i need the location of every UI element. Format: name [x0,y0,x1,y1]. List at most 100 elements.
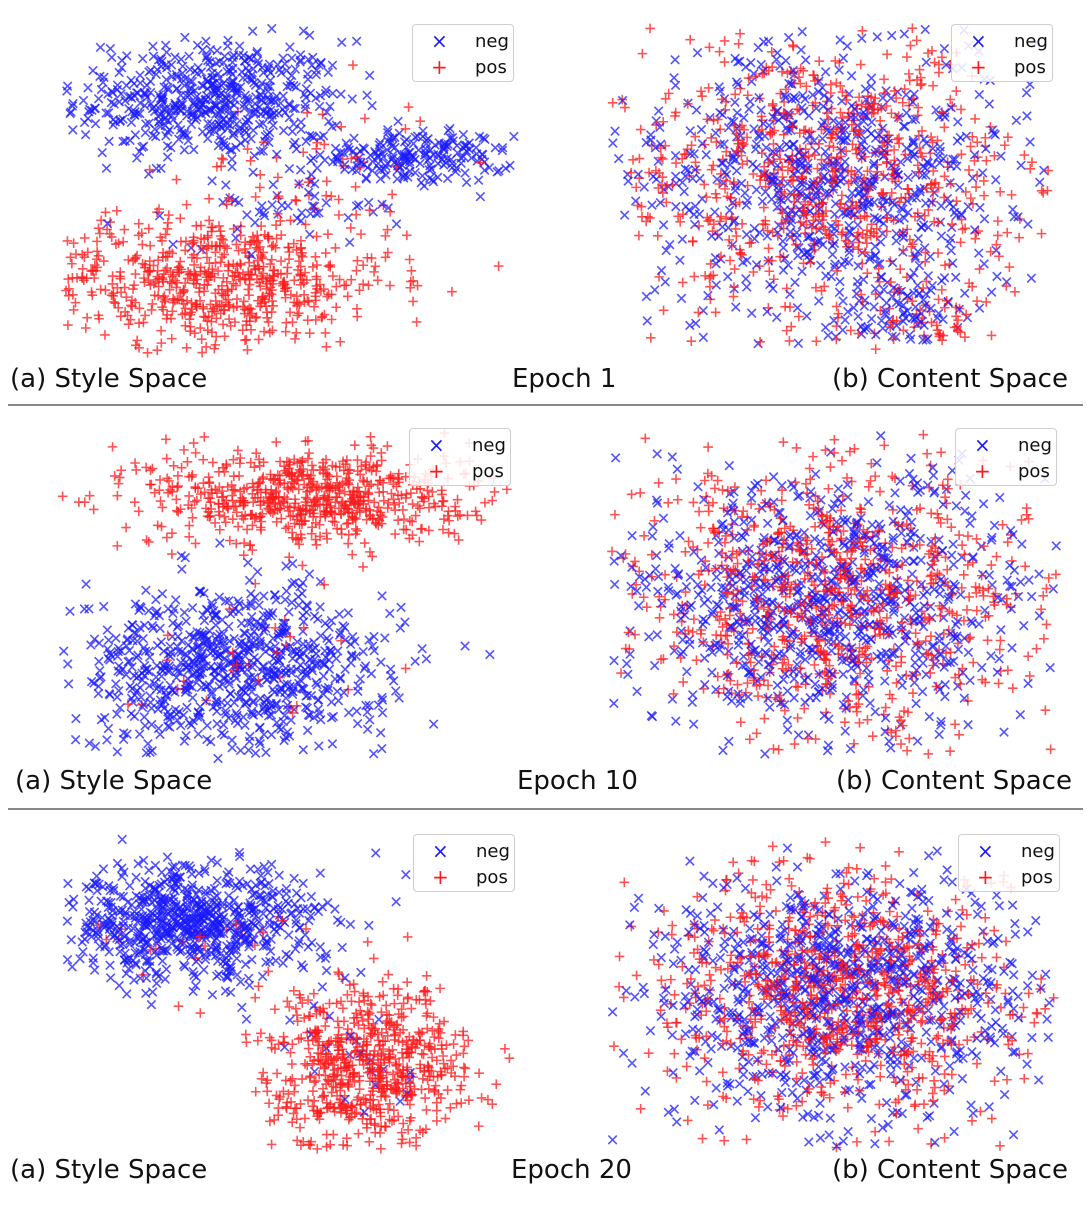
pos-point [122,310,133,321]
neg-point [102,218,113,229]
pos-point [476,515,487,525]
neg-point [887,197,898,207]
pos-point [879,88,889,98]
neg-point [331,653,342,664]
pos-point [860,247,870,257]
pos-point [310,291,321,302]
pos-point [889,145,899,155]
neg-point [754,92,764,103]
pos-point [254,454,264,465]
neg-point [834,118,844,128]
pos-point [675,216,686,227]
neg-point [910,251,920,261]
neg-point [115,703,125,713]
neg-point [653,106,664,116]
neg-point [986,287,997,297]
neg-point [400,617,410,627]
pos-point [915,80,926,91]
pos-point [719,36,730,46]
pos-point [410,510,421,521]
pos-point [334,274,345,285]
pos-point [776,495,787,506]
pos-point [158,252,168,263]
pos-point [878,188,888,198]
neg-point [793,730,804,740]
neg-point [137,142,147,152]
neg-point [630,196,641,206]
neg-point [953,117,963,127]
neg-point [690,164,701,175]
neg-point [321,85,331,95]
pos-point [904,188,914,199]
pos-point [816,286,827,296]
neg-point [646,710,657,721]
neg-point [819,171,830,181]
pos-point [379,496,389,506]
pos-point [137,258,148,269]
neg-point [728,216,739,227]
pos-point [289,502,300,513]
neg-point [96,84,107,95]
neg-point [954,182,965,193]
pos-point [673,211,683,222]
pos-point [894,133,904,143]
pos-point [736,150,747,161]
neg-point [206,80,217,90]
neg-point [275,687,285,697]
neg-point [757,196,768,207]
neg-point [206,689,217,700]
neg-point [670,171,681,182]
pos-point [841,146,851,156]
pos-point [737,249,747,260]
pos-point [216,234,227,244]
pos-point [862,211,872,222]
pos-point [902,52,912,62]
pos-point [358,260,369,271]
pos-point [913,160,923,171]
neg-point [797,26,808,37]
pos-point [225,321,236,331]
neg-point [913,233,924,244]
pos-point [323,261,334,271]
pos-point [851,100,862,111]
pos-point [801,209,812,220]
neg-point [832,156,842,166]
pos-point [215,524,225,535]
neg-point [1022,111,1032,121]
pos-point [311,231,322,242]
neg-point [689,547,699,557]
neg-point [963,719,973,730]
neg-point [844,243,854,254]
pos-point [180,308,190,319]
neg-point [264,110,275,121]
pos-point [100,330,110,340]
pos-point [1025,164,1036,174]
neg-point [758,118,768,129]
pos-point [1042,185,1053,196]
neg-point [663,181,674,192]
neg-point [214,56,225,67]
neg-point [442,173,453,184]
pos-point [334,210,344,220]
neg-point [689,209,699,220]
pos-point [189,260,199,270]
pos-point [887,542,898,553]
neg-point [437,154,447,165]
neg-point [923,333,933,344]
neg-point [175,124,186,135]
pos-point [888,315,899,326]
pos-point [641,216,652,227]
neg-point [934,535,944,545]
pos-point [310,252,321,262]
neg-point [771,106,782,117]
neg-point [452,148,463,158]
neg-point [221,180,231,190]
pos-point [851,145,861,155]
pos-point [256,221,266,231]
neg-point [106,650,116,660]
neg-point [140,721,150,731]
neg-point [258,118,268,129]
pos-point [710,307,721,318]
neg-point [275,98,286,108]
neg-point [685,126,695,136]
